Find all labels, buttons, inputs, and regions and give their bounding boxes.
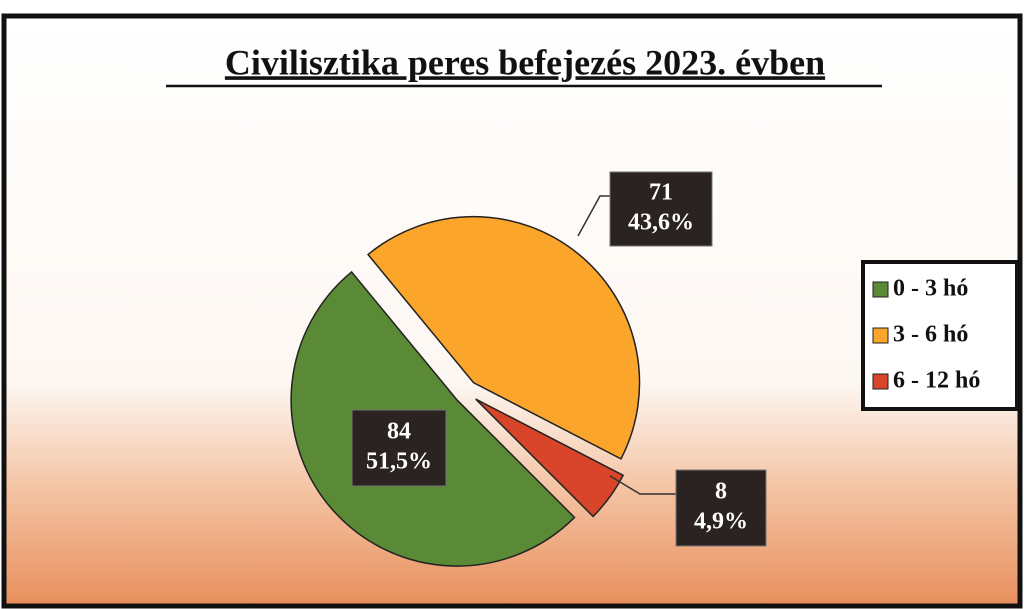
legend-swatch	[872, 281, 889, 298]
data-label-box	[609, 171, 713, 247]
pie-slice	[366, 215, 641, 460]
data-label-percent: 43,6%	[628, 209, 694, 235]
data-label-box	[675, 469, 767, 547]
legend	[861, 260, 1019, 411]
data-label-percent: 4,9%	[694, 509, 748, 535]
data-label-value: 84	[387, 418, 411, 444]
chart-title: Civilisztika peres befejezés 2023. évben	[225, 42, 825, 82]
legend-label: 0 - 3 hó	[893, 276, 968, 302]
legend-swatch	[872, 373, 889, 390]
legend-label: 3 - 6 hó	[893, 322, 968, 348]
legend-label: 6 - 12 hó	[893, 368, 980, 394]
leader-line	[577, 195, 610, 237]
data-label-box	[351, 409, 447, 487]
data-label-percent: 51,5%	[366, 449, 432, 475]
pie-slice	[475, 398, 625, 518]
data-label-value: 71	[649, 180, 673, 206]
data-label-value: 8	[715, 478, 727, 504]
leader-line	[609, 475, 676, 495]
legend-swatch	[872, 327, 889, 344]
